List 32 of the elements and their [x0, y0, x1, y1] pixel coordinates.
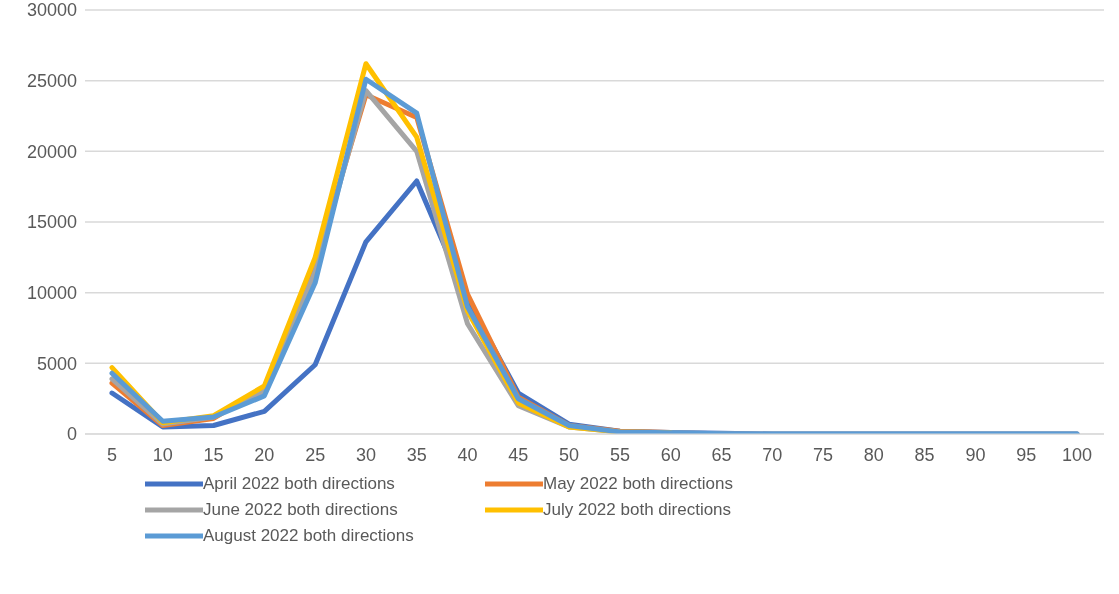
x-tick-label: 80: [863, 444, 884, 465]
x-tick-label: 55: [609, 444, 630, 465]
y-tick-label: 0: [66, 424, 77, 445]
x-tick-label: 45: [508, 444, 529, 465]
legend-label: June 2022 both directions: [203, 500, 398, 520]
x-tick-label: 60: [660, 444, 681, 465]
y-tick-label: 15000: [26, 212, 77, 233]
y-tick-label: 30000: [26, 0, 77, 21]
x-tick-label: 100: [1061, 444, 1093, 465]
y-tick-label: 25000: [26, 71, 77, 92]
legend-label: April 2022 both directions: [203, 474, 395, 494]
y-tick-label: 10000: [26, 283, 77, 304]
x-tick-label: 5: [106, 444, 118, 465]
x-tick-label: 95: [1016, 444, 1037, 465]
x-tick-label: 70: [762, 444, 783, 465]
x-tick-label: 85: [914, 444, 935, 465]
x-tick-label: 35: [406, 444, 427, 465]
x-tick-label: 90: [965, 444, 986, 465]
x-tick-label: 65: [711, 444, 732, 465]
legend-label: August 2022 both directions: [203, 526, 414, 546]
x-tick-label: 75: [813, 444, 834, 465]
x-tick-label: 10: [152, 444, 173, 465]
y-tick-label: 20000: [26, 141, 77, 162]
y-tick-label: 5000: [36, 353, 77, 374]
legend-label: May 2022 both directions: [543, 474, 733, 494]
x-tick-label: 25: [305, 444, 326, 465]
x-tick-label: 50: [559, 444, 580, 465]
legend-label: July 2022 both directions: [543, 500, 732, 520]
x-tick-label: 30: [355, 444, 376, 465]
x-tick-label: 15: [203, 444, 224, 465]
x-tick-label: 40: [457, 444, 478, 465]
x-tick-label: 20: [254, 444, 275, 465]
